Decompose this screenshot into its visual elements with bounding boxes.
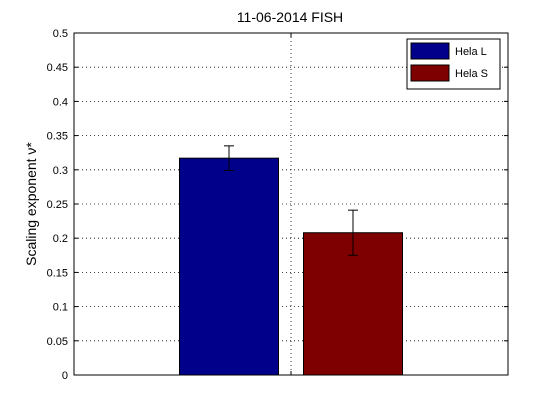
bar-hela-s (303, 232, 403, 376)
legend-label: Hela L (455, 46, 487, 58)
y-tick-label: 0.4 (53, 96, 68, 108)
bars (179, 145, 403, 376)
y-tick-label: 0 (62, 370, 68, 382)
y-axis-label: Scaling exponent ν* (23, 142, 39, 266)
y-tick-label: 0.45 (47, 62, 68, 74)
bar-hela-l (179, 157, 279, 376)
legend-swatch (410, 42, 450, 60)
y-tick-label: 0.3 (53, 165, 68, 177)
y-tick-label: 0.2 (53, 233, 68, 245)
legend: Hela L Hela S (406, 38, 501, 90)
y-tick-label: 0.1 (53, 302, 68, 314)
legend-label: Hela S (455, 68, 488, 80)
y-tick-label: 0.05 (47, 336, 68, 348)
y-ticks: 0 0.05 0.1 0.15 0.2 0.25 0.3 0.35 0.4 0.45 0.5 (47, 28, 508, 382)
grid-lines (74, 33, 508, 375)
legend-swatch (410, 64, 450, 82)
y-tick-label: 0.25 (47, 199, 68, 211)
y-tick-label: 0.5 (53, 28, 68, 40)
chart-title: 11-06-2014 FISH (237, 9, 343, 25)
y-tick-label: 0.15 (47, 267, 68, 279)
y-tick-label: 0.35 (47, 131, 68, 143)
